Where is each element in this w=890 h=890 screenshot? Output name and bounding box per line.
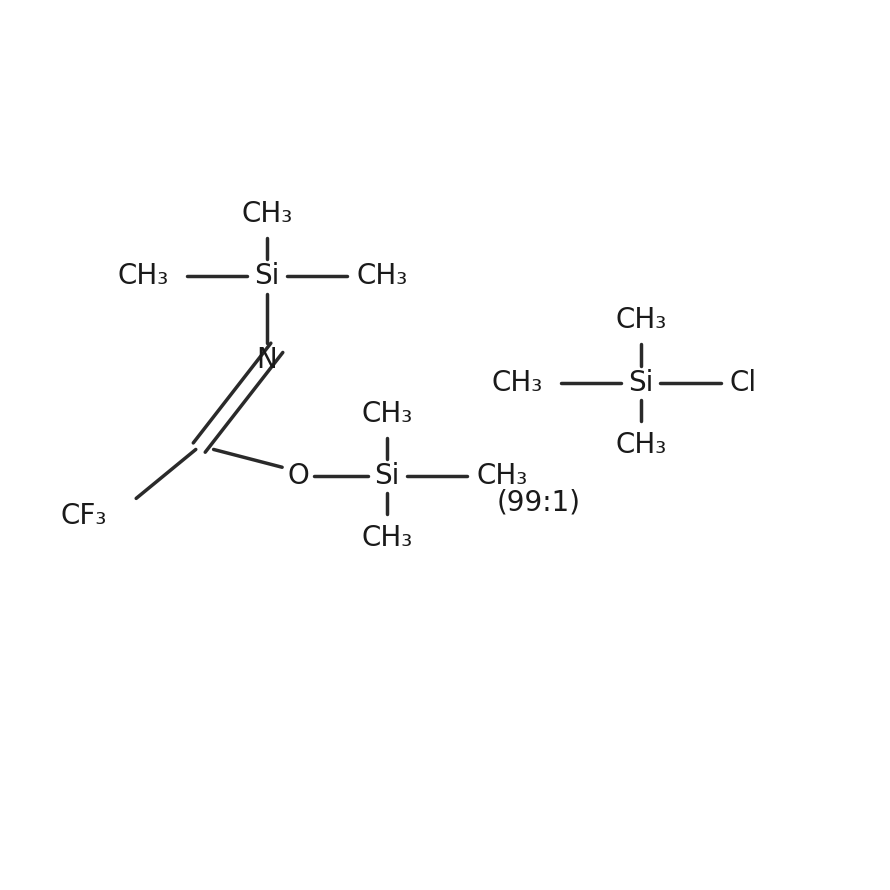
Text: Si: Si bbox=[255, 262, 279, 290]
Text: CH₃: CH₃ bbox=[615, 431, 667, 459]
Text: CH₃: CH₃ bbox=[356, 262, 408, 290]
Text: (99:1): (99:1) bbox=[497, 489, 580, 517]
Text: CH₃: CH₃ bbox=[361, 524, 413, 553]
Text: CF₃: CF₃ bbox=[61, 502, 107, 530]
Text: CH₃: CH₃ bbox=[361, 400, 413, 428]
Text: N: N bbox=[256, 346, 278, 375]
Text: Si: Si bbox=[628, 368, 653, 397]
Text: O: O bbox=[287, 462, 309, 490]
Text: CH₃: CH₃ bbox=[615, 306, 667, 335]
Text: CH₃: CH₃ bbox=[491, 368, 543, 397]
Text: CH₃: CH₃ bbox=[476, 462, 528, 490]
Text: Si: Si bbox=[375, 462, 400, 490]
Text: CH₃: CH₃ bbox=[241, 199, 293, 228]
Text: Cl: Cl bbox=[730, 368, 756, 397]
Text: CH₃: CH₃ bbox=[117, 262, 169, 290]
